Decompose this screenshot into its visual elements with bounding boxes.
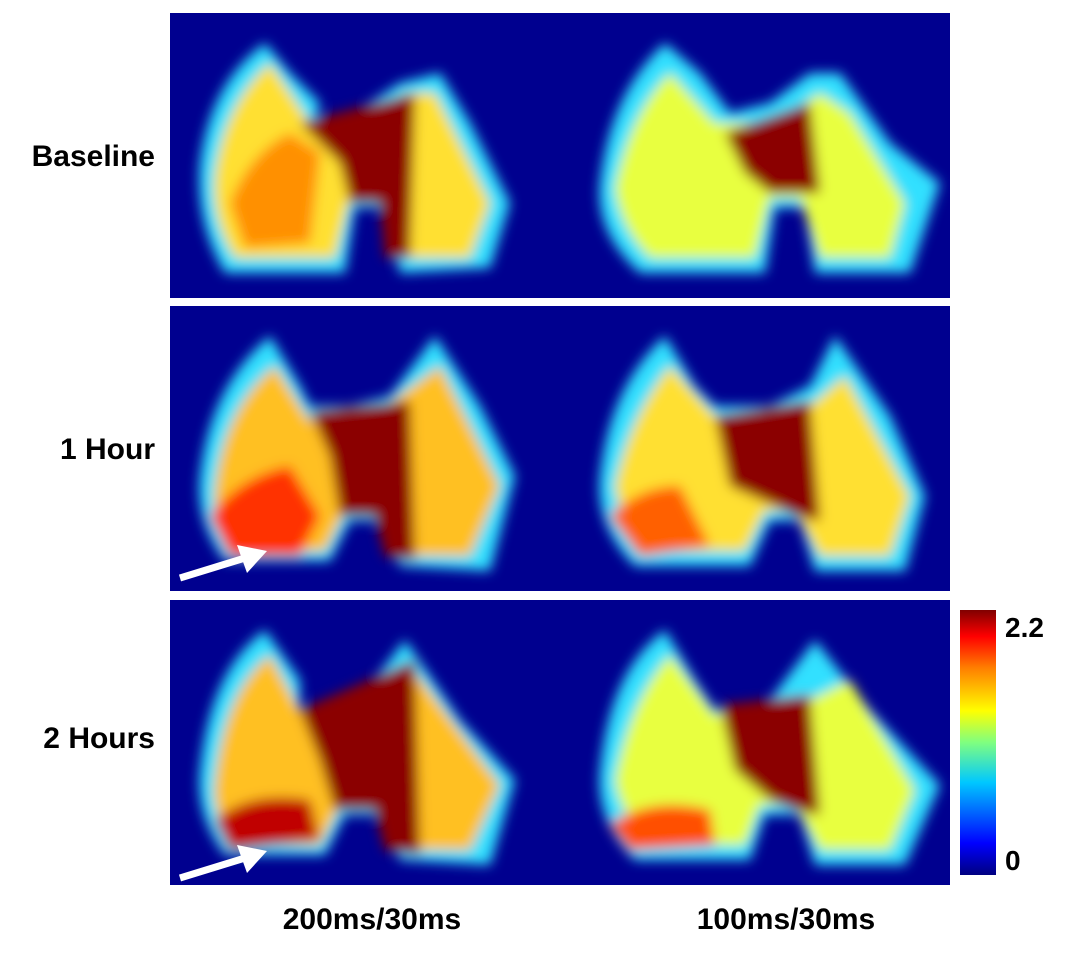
- lung-map-right-pair: [599, 43, 940, 273]
- column-label-200ms: 200ms/30ms: [282, 903, 462, 936]
- panel-1-hour: [170, 306, 950, 591]
- column-label-100ms: 100ms/30ms: [696, 903, 876, 936]
- colorbar-min-label: 0: [1005, 845, 1021, 876]
- panel-baseline: [170, 13, 950, 298]
- panel-2-hours: [170, 600, 950, 885]
- arrow-icon: [178, 845, 267, 882]
- row-label-baseline: Baseline: [31, 140, 155, 173]
- row-label-2-hours: 2 Hours: [43, 722, 155, 755]
- row-label-1-hour: 1 Hour: [59, 433, 155, 466]
- colorbar-max-label: 2.2: [1005, 612, 1044, 643]
- colorbar: [960, 610, 996, 875]
- lung-map-left-pair: [199, 43, 510, 273]
- arrow-icon: [178, 545, 267, 582]
